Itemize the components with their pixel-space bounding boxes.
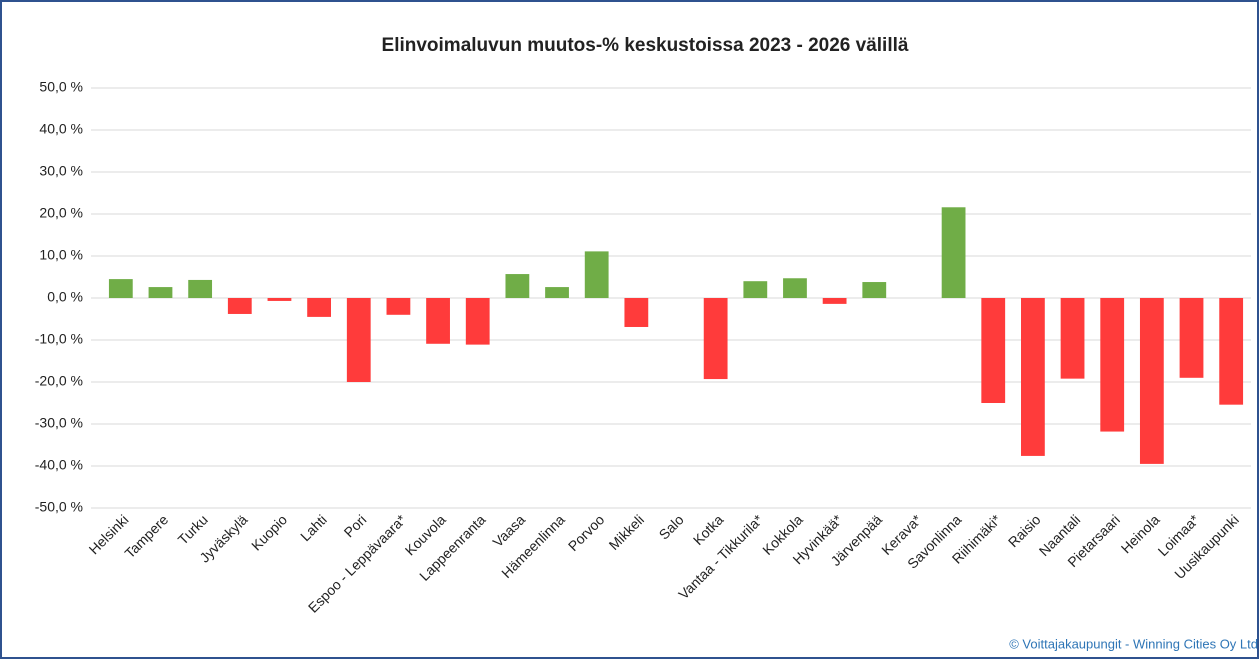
bar [267,298,292,301]
y-tick-label: 50,0 % [39,79,83,95]
bar [108,279,133,298]
y-tick-label: -50,0 % [35,499,83,515]
y-tick-label: 40,0 % [39,121,83,137]
bar [624,298,649,327]
bar [981,298,1006,403]
bar [188,279,213,298]
y-tick-label: -10,0 % [35,331,83,347]
bar [1219,298,1244,405]
bar [426,298,450,344]
bar [584,251,609,298]
bar [545,287,569,298]
bar [227,298,252,314]
y-tick-label: 10,0 % [39,247,83,263]
y-tick-label: -40,0 % [35,457,83,473]
y-tick-label: 0,0 % [47,289,83,305]
footer: © Voittajakaupungit - Winning Cities Oy … [1009,636,1258,651]
bar [148,287,173,298]
bar [743,281,768,298]
bar [703,298,728,380]
y-tick-label: -30,0 % [35,415,83,431]
bar [941,207,966,298]
bar [505,274,530,298]
bar [386,298,411,315]
bar [822,298,847,304]
bar [307,298,331,317]
y-tick-label: 30,0 % [39,163,83,179]
bar [1021,298,1045,456]
bar [783,278,807,298]
bar [1139,298,1164,464]
bar [465,298,490,345]
bar [1179,298,1204,378]
y-tick-label: 20,0 % [39,205,83,221]
bar [862,282,887,298]
y-tick-label: -20,0 % [35,373,83,389]
chart-title: Elinvoimaluvun muutos-% keskustoissa 202… [382,35,909,56]
bar [346,298,371,382]
bar [1100,298,1125,432]
bar [1060,298,1085,379]
